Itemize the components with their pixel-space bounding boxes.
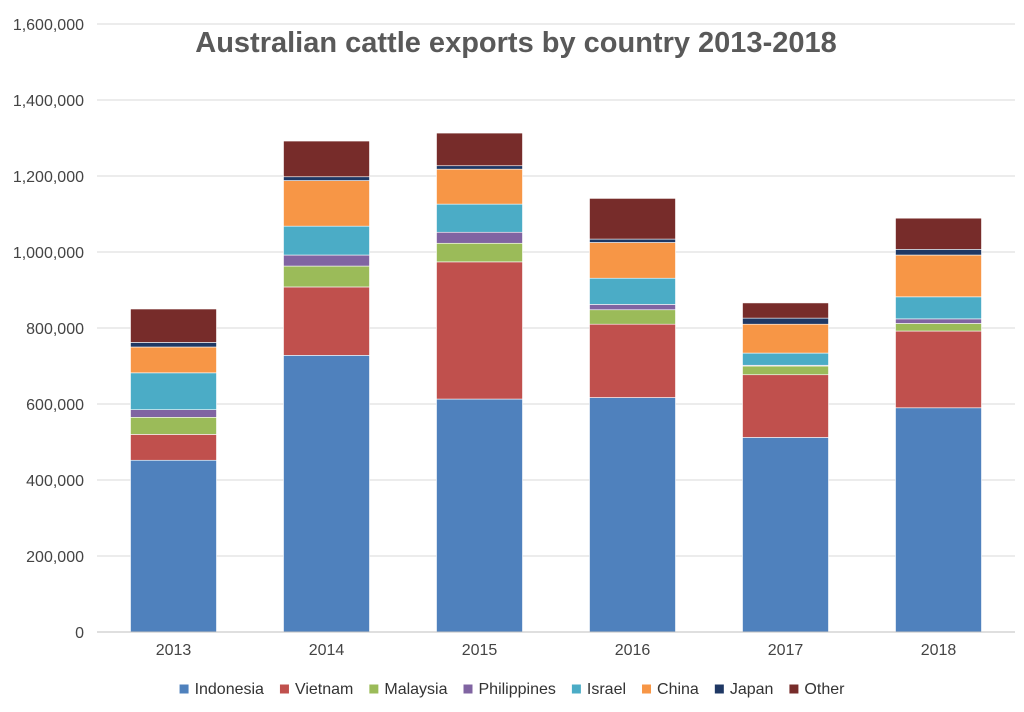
legend-swatch-israel — [571, 684, 581, 694]
bar-segment-indonesia-2014 — [283, 355, 370, 633]
bar-segment-other-2017 — [742, 302, 829, 319]
bar-segment-china-2014 — [283, 180, 370, 227]
legend-swatch-vietnam — [279, 684, 289, 694]
bar-segment-vietnam-2016 — [589, 323, 676, 398]
bar-segment-japan-2018 — [895, 249, 982, 256]
legend-label-vietnam: Vietnam — [295, 681, 353, 698]
y-tick-label: 800,000 — [26, 321, 84, 338]
bar-segment-indonesia-2018 — [895, 407, 982, 633]
bar-segment-israel-2014 — [283, 225, 370, 256]
bar-segment-other-2014 — [283, 140, 370, 178]
bar-segment-other-2013 — [130, 308, 217, 343]
x-tick-label: 2017 — [768, 642, 804, 659]
y-axis-tick-labels: 0 200,000 400,000 600,000 800,000 1,000,000 1,… — [13, 17, 84, 642]
x-tick-label: 2016 — [615, 642, 651, 659]
bar-segment-japan-2013 — [130, 342, 217, 348]
bar-segment-indonesia-2017 — [742, 437, 829, 633]
y-tick-label: 1,600,000 — [13, 17, 84, 34]
x-tick-label: 2015 — [462, 642, 498, 659]
y-tick-label: 0 — [75, 625, 84, 642]
y-tick-label: 1,200,000 — [13, 169, 84, 186]
legend-swatch-other — [789, 684, 799, 694]
bar-segment-vietnam-2013 — [130, 434, 217, 461]
legend-label-israel: Israel — [587, 681, 626, 698]
legend-swatch-philippines — [463, 684, 473, 694]
bar-segment-japan-2015 — [436, 165, 523, 170]
bar-segment-israel-2018 — [895, 296, 982, 320]
bar-segment-vietnam-2017 — [742, 374, 829, 438]
y-tick-label: 1,400,000 — [13, 93, 84, 110]
bar-segment-japan-2016 — [589, 238, 676, 243]
bar-segment-philippines-2014 — [283, 254, 370, 267]
bar-segment-indonesia-2016 — [589, 397, 676, 633]
bars — [130, 132, 982, 633]
legend-label-china: China — [657, 681, 699, 698]
chart-title: Australian cattle exports by country 201… — [195, 27, 836, 59]
x-axis-tick-labels: 2013 2014 2015 2016 2017 2018 — [156, 642, 957, 659]
legend-label-japan: Japan — [730, 681, 774, 698]
bar-segment-vietnam-2014 — [283, 286, 370, 356]
x-tick-label: 2018 — [921, 642, 957, 659]
bar-segment-vietnam-2018 — [895, 330, 982, 409]
x-tick-label: 2013 — [156, 642, 192, 659]
bar-segment-malaysia-2018 — [895, 323, 982, 332]
bar-segment-israel-2016 — [589, 277, 676, 305]
bar-segment-israel-2015 — [436, 203, 523, 233]
bar-segment-china-2015 — [436, 168, 523, 205]
bar-segment-malaysia-2016 — [589, 309, 676, 325]
bar-segment-other-2016 — [589, 198, 676, 240]
bar-segment-philippines-2015 — [436, 231, 523, 244]
y-tick-label: 1,000,000 — [13, 245, 84, 262]
gridlines — [97, 23, 1015, 557]
y-tick-label: 200,000 — [26, 549, 84, 566]
bar-segment-philippines-2016 — [589, 304, 676, 311]
bar-segment-other-2018 — [895, 217, 982, 250]
legend-swatch-japan — [714, 684, 724, 694]
bar-segment-malaysia-2014 — [283, 265, 370, 288]
legend-swatch-indonesia — [179, 684, 189, 694]
bar-segment-indonesia-2013 — [130, 459, 217, 633]
y-tick-label: 600,000 — [26, 397, 84, 414]
legend-swatch-china — [642, 684, 652, 694]
bar-segment-japan-2014 — [283, 176, 370, 181]
legend-label-other: Other — [804, 681, 845, 698]
bar-segment-indonesia-2015 — [436, 398, 523, 633]
bar-segment-israel-2017 — [742, 352, 829, 366]
bar-segment-philippines-2013 — [130, 409, 217, 418]
bar-segment-philippines-2018 — [895, 318, 982, 324]
legend-label-indonesia: Indonesia — [195, 681, 264, 698]
bar-segment-malaysia-2015 — [436, 242, 523, 263]
bar-segment-vietnam-2015 — [436, 261, 523, 400]
bar-segment-malaysia-2017 — [742, 365, 829, 376]
bar-segment-china-2017 — [742, 323, 829, 354]
bar-segment-other-2015 — [436, 132, 523, 167]
bar-segment-china-2013 — [130, 346, 217, 374]
legend-swatch-malaysia — [369, 684, 379, 694]
bar-segment-malaysia-2013 — [130, 416, 217, 435]
bar-segment-china-2016 — [589, 242, 676, 279]
legend-label-malaysia: Malaysia — [384, 681, 447, 698]
legend: Indonesia Vietnam Malaysia Philippines Israe… — [179, 681, 845, 698]
legend-label-philippines: Philippines — [479, 681, 556, 698]
y-tick-label: 400,000 — [26, 473, 84, 490]
x-tick-label: 2014 — [309, 642, 345, 659]
bar-segment-japan-2017 — [742, 317, 829, 325]
bar-segment-israel-2013 — [130, 372, 217, 410]
bar-segment-china-2018 — [895, 254, 982, 298]
